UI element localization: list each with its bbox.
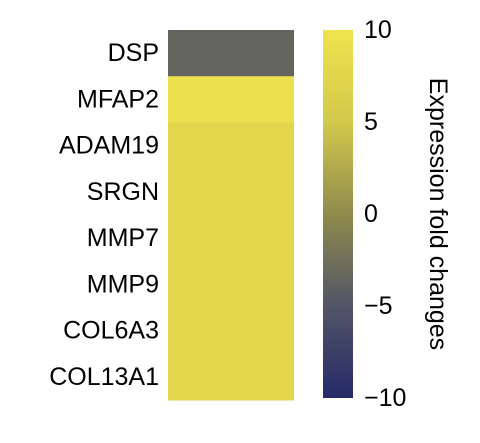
colorbar-tick-label: 0 bbox=[364, 200, 378, 228]
heatmap-cell-col6a3 bbox=[168, 307, 294, 355]
row-label-col13a1: COL13A1 bbox=[49, 363, 159, 391]
heatmap-cell-dsp bbox=[168, 30, 294, 77]
heatmap-cell-mmp7 bbox=[168, 215, 294, 262]
heatmap-cell-col13a1 bbox=[168, 353, 294, 401]
colorbar-tick-label: 5 bbox=[364, 108, 378, 136]
heatmap-cell-adam19 bbox=[168, 122, 294, 170]
colorbar-tick-labels: 10 5 0 −5 −10 bbox=[364, 16, 406, 412]
colorbar bbox=[323, 30, 353, 398]
colorbar-tick-label: −5 bbox=[364, 292, 393, 320]
colorbar-tick-label: −10 bbox=[364, 384, 406, 412]
row-label-adam19: ADAM19 bbox=[59, 132, 159, 160]
heatmap-cell-mfap2 bbox=[168, 76, 294, 123]
row-label-dsp: DSP bbox=[108, 39, 159, 67]
row-labels: DSP MFAP2 ADAM19 SRGN MMP7 MMP9 COL6A3 COL13A1 bbox=[49, 39, 159, 391]
heatmap-cells bbox=[168, 30, 294, 401]
colorbar-label: Expression fold changes bbox=[424, 78, 452, 350]
row-label-srgn: SRGN bbox=[87, 178, 159, 206]
row-label-mmp9: MMP9 bbox=[87, 270, 159, 298]
heatmap-cell-mmp9 bbox=[168, 261, 294, 308]
heatmap-cell-srgn bbox=[168, 168, 294, 216]
colorbar-tick-label: 10 bbox=[364, 16, 392, 44]
row-label-mmp7: MMP7 bbox=[87, 224, 159, 252]
row-label-mfap2: MFAP2 bbox=[77, 85, 159, 113]
row-label-col6a3: COL6A3 bbox=[63, 317, 159, 345]
